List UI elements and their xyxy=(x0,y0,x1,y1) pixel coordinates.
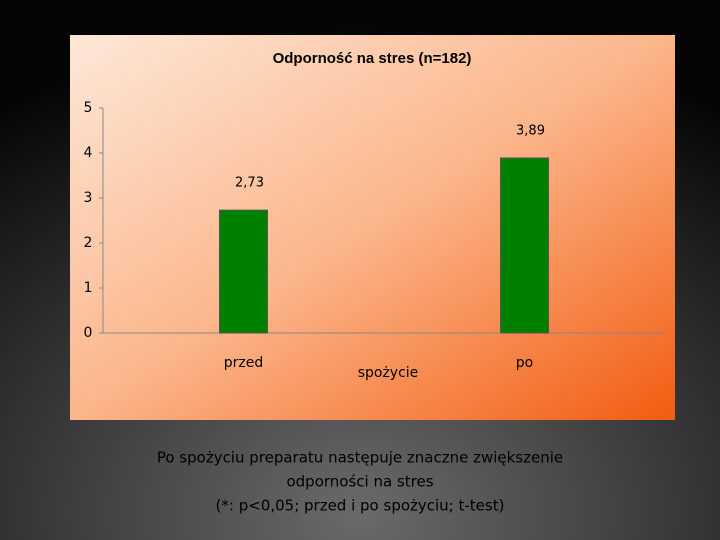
x-tick-label: przed xyxy=(224,355,264,371)
y-tick-label: 1 xyxy=(84,280,93,296)
value-label: 2,73 xyxy=(235,176,264,191)
y-tick-label: 4 xyxy=(84,145,93,161)
caption-line: (*: p<0,05; przed i po spożyciu; t-test) xyxy=(216,497,505,515)
chart-title: Odporność na stres (n=182) xyxy=(273,50,472,67)
y-tick-label: 3 xyxy=(84,190,93,206)
y-tick-label: 2 xyxy=(84,235,93,251)
y-tick-label: 5 xyxy=(84,100,93,116)
x-axis-label: spożycie xyxy=(358,365,419,381)
y-tick-label: 0 xyxy=(84,325,93,341)
chart-panel xyxy=(70,35,675,420)
x-tick-label: po xyxy=(516,355,533,371)
bar xyxy=(500,157,549,334)
caption-line: odporności na stres xyxy=(286,473,433,491)
bar xyxy=(219,209,268,334)
value-label: 3,89 xyxy=(516,123,545,138)
caption-line: Po spożyciu preparatu następuje znaczne … xyxy=(157,449,563,467)
